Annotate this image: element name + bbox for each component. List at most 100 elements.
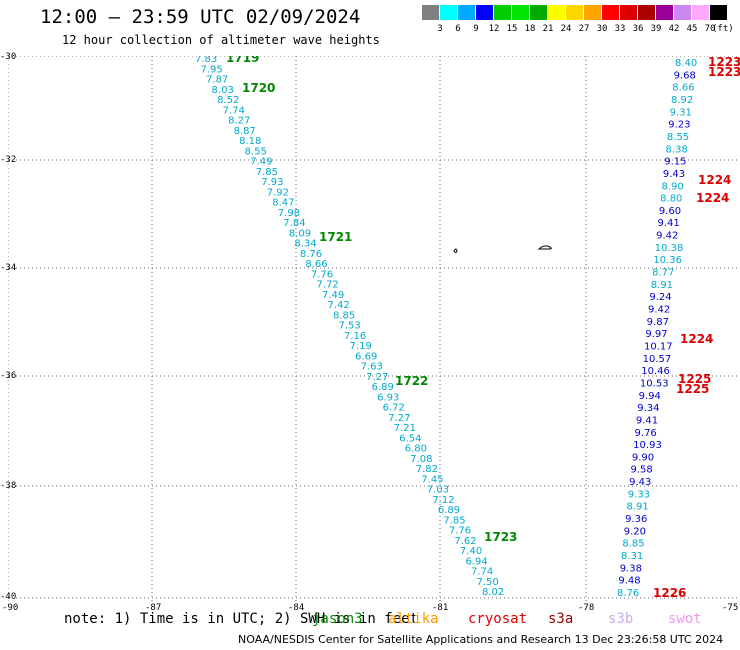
pass-time-label: 1225 [676, 382, 709, 396]
legend-swatch [584, 5, 601, 20]
wave-height-value: 8.77 [652, 268, 674, 279]
wave-height-value: 10.57 [643, 354, 672, 365]
legend-level: 3 [437, 24, 443, 34]
wave-height-value: 7.83 [195, 56, 217, 65]
pass-time-label: 1721 [319, 230, 352, 244]
legend-level: 42 [668, 24, 680, 34]
track-east: 8.409.688.668.929.319.238.558.389.159.43… [617, 58, 697, 599]
wave-height-value: 7.82 [416, 464, 438, 475]
graticule [8, 56, 738, 601]
pass-time-label: 1720 [242, 81, 275, 95]
legend-level: 12 [488, 24, 500, 34]
wave-height-value: 6.89 [372, 382, 394, 393]
wave-height-value: 9.48 [618, 576, 640, 587]
wave-height-value: 10.93 [633, 440, 662, 451]
wave-height-value: 9.31 [670, 107, 692, 118]
wave-height-value: 8.85 [333, 310, 355, 321]
wave-height-value: 6.80 [405, 444, 427, 455]
wave-height-value: 7.19 [350, 341, 372, 352]
sat-label-jason3: jason3 [312, 611, 363, 627]
sat-label-altika: altika [388, 611, 439, 627]
island-small [453, 248, 458, 253]
legend-level: 45 [686, 24, 698, 34]
wave-height-value: 9.38 [620, 563, 642, 574]
wave-height-value: 10.38 [655, 243, 684, 254]
wave-height-value: 10.53 [640, 378, 669, 389]
wave-height-value: 7.85 [443, 515, 465, 526]
wave-height-value: 9.33 [628, 489, 650, 500]
wave-height-value: 7.16 [344, 331, 366, 342]
legend-level: 21 [542, 24, 554, 34]
wave-height-value: 7.40 [460, 546, 482, 557]
pass-time-label: 1224 [698, 173, 731, 187]
lon-label: -81 [432, 603, 449, 613]
wave-height-value: 10.36 [653, 255, 682, 266]
wave-height-value: 6.94 [465, 556, 487, 567]
legend-swatch [674, 5, 691, 20]
wave-height-value: 8.85 [622, 539, 644, 550]
legend-level: 9 [473, 24, 479, 34]
wave-height-value: 7.63 [361, 362, 383, 373]
track-west-times: 1719 1720 1721 1722 1723 [226, 56, 517, 544]
wave-height-value: 7.74 [223, 105, 245, 116]
pass-time-label: 1226 [653, 586, 686, 600]
legend-swatch [710, 5, 727, 20]
legend-unit: (ft) [712, 24, 734, 34]
wave-height-value: 9.42 [656, 231, 678, 242]
wave-height-value: 7.98 [278, 208, 300, 219]
sat-label-swot: swot [668, 611, 702, 627]
wave-height-value: 8.31 [621, 551, 643, 562]
legend-swatch [656, 5, 673, 20]
wave-height-value: 7.12 [432, 495, 454, 506]
pass-time-label: 1223 [708, 56, 740, 69]
legend-swatch [494, 5, 511, 20]
wave-height-value: 8.76 [617, 588, 639, 599]
wave-height-value: 9.41 [636, 415, 658, 426]
legend-swatch [476, 5, 493, 20]
legend-swatch [620, 5, 637, 20]
legend-level: 70 [704, 24, 716, 34]
lon-label: -87 [145, 603, 162, 613]
legend-level: 15 [506, 24, 518, 34]
pass-time-label: 1223 [708, 65, 740, 79]
wave-height-value: 7.72 [316, 280, 338, 291]
wave-height-value: 7.50 [476, 577, 498, 588]
credit-line: NOAA/NESDIS Center for Satellite Applica… [238, 633, 724, 646]
wave-height-value: 6.89 [438, 505, 460, 516]
wave-height-value: 9.43 [663, 169, 685, 180]
wave-height-value: 6.54 [399, 433, 421, 444]
wave-height-value: 8.27 [228, 116, 250, 127]
legend-swatch [440, 5, 457, 20]
wave-height-value: 9.42 [648, 305, 670, 316]
pass-time-label: 1723 [484, 530, 517, 544]
island-outline [453, 245, 552, 253]
wave-height-value: 8.02 [482, 587, 504, 598]
wave-height-value: 8.40 [675, 58, 697, 69]
pass-time-label: 1224 [696, 191, 729, 205]
wave-height-value: 8.52 [217, 95, 239, 106]
legend-level: 24 [560, 24, 572, 34]
wave-height-value: 7.42 [327, 300, 349, 311]
legend-swatch [530, 5, 547, 20]
wave-height-value: 8.92 [671, 95, 693, 106]
wave-height-value: 8.55 [245, 146, 267, 157]
pass-time-label: 1224 [680, 332, 713, 346]
wave-height-value: 9.90 [632, 452, 654, 463]
wave-height-value: 9.41 [657, 218, 679, 229]
wave-height-value: 7.49 [250, 157, 272, 168]
wave-height-value: 7.62 [454, 536, 476, 547]
wave-height-value: 7.85 [256, 167, 278, 178]
wave-height-value: 8.47 [272, 198, 294, 209]
wave-height-value: 7.53 [339, 321, 361, 332]
legend-level: 30 [596, 24, 608, 34]
wave-height-value: 9.24 [649, 292, 671, 303]
wave-height-value: 8.66 [305, 259, 327, 270]
wave-height-value: 8.09 [289, 228, 311, 239]
wave-height-value: 6.93 [377, 392, 399, 403]
wave-height-value: 8.18 [239, 136, 261, 147]
wave-height-value: 8.91 [626, 502, 648, 513]
legend-level: 36 [632, 24, 644, 34]
wave-height-value: 6.69 [355, 351, 377, 362]
wave-height-value: 10.17 [644, 341, 673, 352]
